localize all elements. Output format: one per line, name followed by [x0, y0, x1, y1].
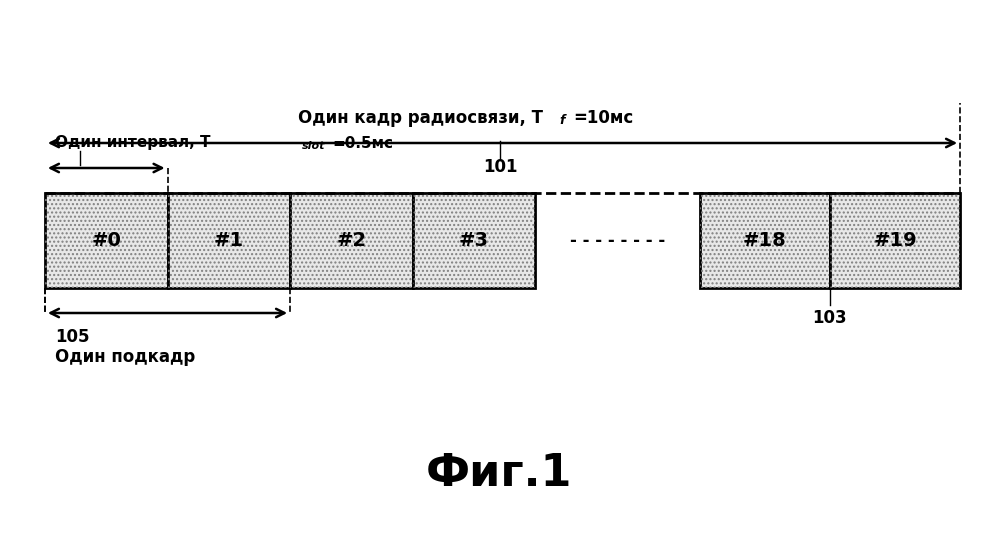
Text: =0.5мс: =0.5мс: [332, 135, 393, 150]
Text: 101: 101: [483, 158, 517, 176]
Bar: [700, 193, 830, 288]
Bar: [45, 193, 168, 288]
Text: #2: #2: [337, 231, 367, 250]
Bar: [290, 193, 413, 288]
Text: 105: 105: [55, 328, 90, 346]
Text: 103: 103: [813, 309, 847, 327]
Text: #19: #19: [873, 231, 917, 250]
Bar: [830, 193, 960, 288]
Text: #1: #1: [214, 231, 244, 250]
Text: slot: slot: [302, 141, 326, 151]
Bar: [700, 193, 830, 288]
Text: Один интервал, T: Один интервал, T: [55, 135, 211, 150]
Text: Фиг.1: Фиг.1: [426, 451, 572, 495]
Text: - - - - - - - -: - - - - - - - -: [569, 231, 665, 249]
Bar: [45, 193, 168, 288]
Text: #18: #18: [743, 231, 787, 250]
Bar: [413, 193, 535, 288]
Bar: [168, 193, 290, 288]
Bar: [168, 193, 290, 288]
Bar: [290, 193, 413, 288]
Bar: [830, 193, 960, 288]
Text: Один подкадр: Один подкадр: [55, 348, 195, 366]
Text: f: f: [559, 115, 564, 127]
Text: #3: #3: [459, 231, 489, 250]
Text: #0: #0: [91, 231, 121, 250]
Bar: [413, 193, 535, 288]
Text: Один кадр радиосвязи, T: Один кадр радиосвязи, T: [298, 109, 542, 127]
Text: =10мс: =10мс: [573, 109, 633, 127]
